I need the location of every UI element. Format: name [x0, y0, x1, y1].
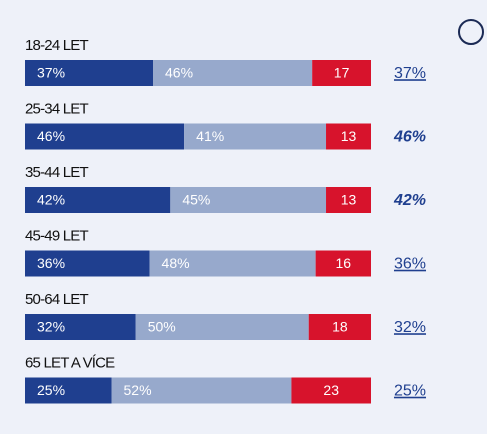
segment-label: 16	[336, 255, 352, 271]
category-label: 18-24 LET	[25, 37, 88, 54]
bar-segment	[25, 377, 112, 404]
bar-segment	[25, 250, 150, 277]
segment-label: 32%	[37, 319, 65, 335]
segment-label: 45%	[182, 192, 210, 208]
bar-segment	[135, 314, 309, 340]
segment-label: 13	[341, 128, 357, 144]
category-label: 45-49 LET	[25, 227, 88, 244]
segment-label: 17	[334, 65, 350, 81]
segment-label: 25%	[37, 382, 65, 398]
segment-label: 48%	[162, 255, 190, 271]
bar-segment	[25, 187, 171, 213]
segment-label: 41%	[196, 128, 224, 144]
side-label: 46%	[393, 129, 426, 146]
bar-segment	[25, 123, 185, 150]
segment-label: 23	[323, 382, 339, 398]
segment-label: 18	[332, 319, 348, 335]
category-label: 25-34 LET	[25, 100, 88, 117]
bar-segment	[291, 377, 371, 404]
category-label: 50-64 LET	[25, 291, 88, 308]
bar-segment	[25, 314, 136, 340]
segment-label: 46%	[165, 65, 193, 81]
segment-label: 42%	[37, 192, 65, 208]
bar-segment	[315, 250, 371, 277]
bar-segment	[149, 250, 316, 277]
side-label: 36%	[394, 256, 426, 273]
segment-label: 13	[341, 192, 357, 208]
bar-segment	[170, 187, 327, 213]
bar-segment	[326, 123, 371, 150]
bar-segment	[312, 60, 371, 86]
side-label: 32%	[394, 319, 426, 336]
bar-segment	[326, 187, 371, 213]
segment-label: 36%	[37, 255, 65, 271]
side-label: 37%	[394, 65, 426, 82]
decor-circle	[458, 19, 484, 45]
bar-segment	[25, 60, 154, 86]
bar-segment	[111, 377, 292, 404]
segment-label: 52%	[124, 382, 152, 398]
segment-label: 46%	[37, 128, 65, 144]
segment-label: 50%	[148, 319, 176, 335]
side-label: 25%	[394, 383, 426, 400]
side-label: 42%	[393, 192, 426, 209]
bar-segment	[184, 123, 327, 150]
segment-label: 37%	[37, 65, 65, 81]
category-label: 65 LET A VÍCE	[25, 354, 115, 371]
bar-segment	[308, 314, 371, 340]
bar-segment	[153, 60, 313, 86]
category-label: 35-44 LET	[25, 164, 88, 181]
